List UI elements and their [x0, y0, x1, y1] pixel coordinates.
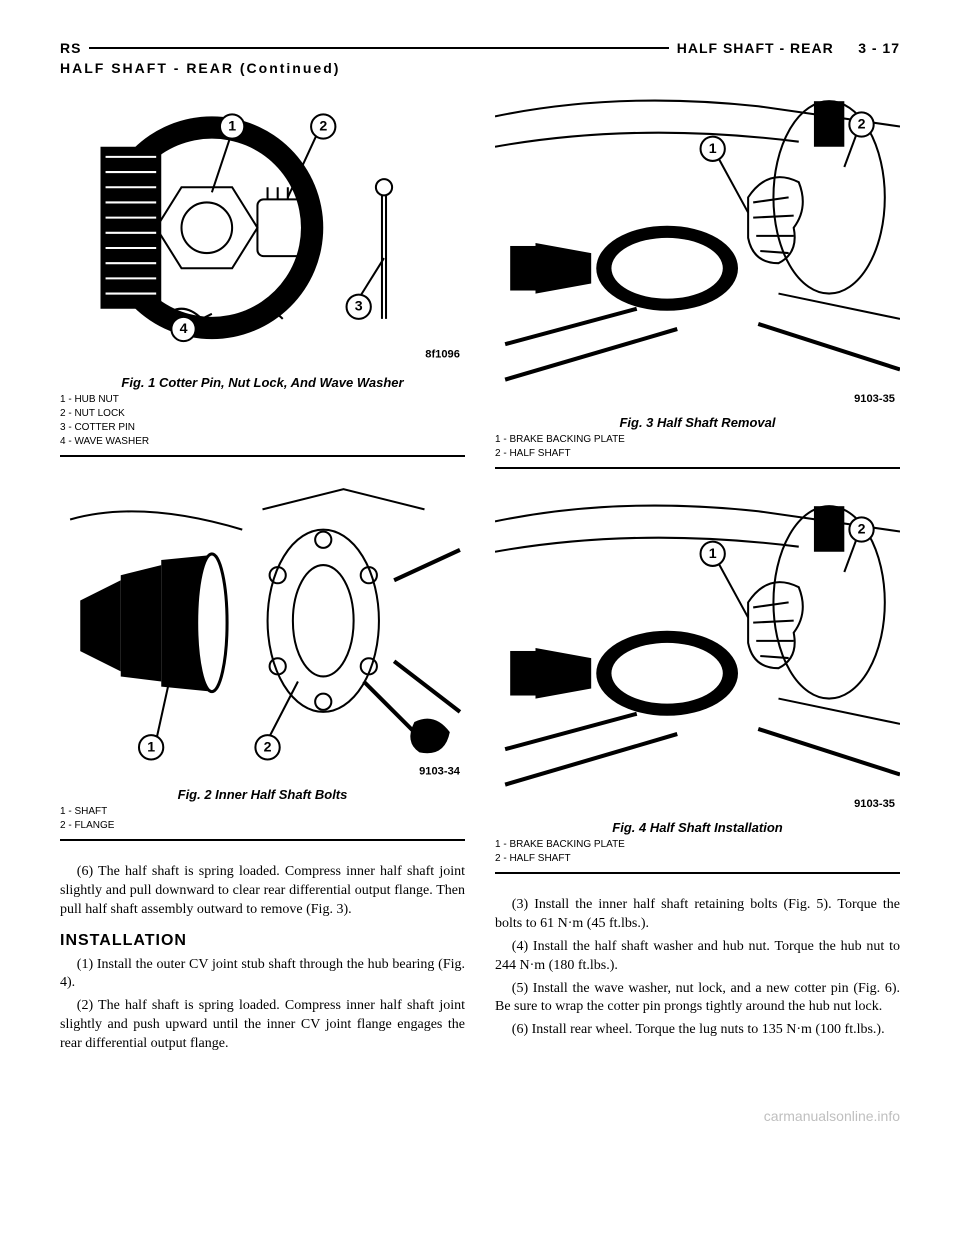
fig1-legend-2: 2 - NUT LOCK [60, 407, 465, 421]
right-p2: (4) Install the half shaft washer and hu… [495, 938, 900, 976]
content-columns: 1 2 3 4 8f1096 Fig. 1 Cotter Pin, Nut Lo… [60, 86, 900, 1058]
fig3-callout-2: 2 [858, 116, 866, 132]
header-section: HALF SHAFT - REAR [677, 40, 834, 56]
fig2-callout-2: 2 [264, 739, 272, 755]
installation-heading: INSTALLATION [60, 930, 465, 952]
continued-heading: HALF SHAFT - REAR (Continued) [60, 60, 900, 76]
fig1-legend-4: 4 - WAVE WASHER [60, 435, 465, 449]
fig4-id: 9103-35 [854, 798, 895, 810]
figure-4: 1 2 9103-35 Fig. 4 Half Shaft Installati… [495, 491, 900, 888]
fig3-id: 9103-35 [854, 393, 895, 405]
header-right: HALF SHAFT - REAR 3 - 17 [677, 40, 900, 56]
fig4-callout-1: 1 [709, 546, 717, 562]
fig2-id: 9103-34 [419, 765, 461, 777]
fig1-caption: Fig. 1 Cotter Pin, Nut Lock, And Wave Wa… [60, 375, 465, 390]
fig1-callout-1: 1 [228, 119, 236, 135]
right-p4: (6) Install rear wheel. Torque the lug n… [495, 1021, 900, 1040]
left-column: 1 2 3 4 8f1096 Fig. 1 Cotter Pin, Nut Lo… [60, 86, 465, 1058]
fig2-caption: Fig. 2 Inner Half Shaft Bolts [60, 787, 465, 802]
fig3-caption: Fig. 3 Half Shaft Removal [495, 415, 900, 430]
figure-2: 1 2 9103-34 Fig. 2 Inner Half Shaft Bolt… [60, 479, 465, 856]
page-header: RS HALF SHAFT - REAR 3 - 17 [60, 40, 900, 56]
right-column: 1 2 9103-35 Fig. 3 Half Shaft Removal 1 … [495, 86, 900, 1058]
fig4-legend-1: 1 - BRAKE BACKING PLATE [495, 838, 900, 852]
left-p2: (1) Install the outer CV joint stub shaf… [60, 956, 465, 994]
fig1-callout-4: 4 [180, 321, 188, 337]
fig2-legend-2: 2 - FLANGE [60, 819, 465, 833]
fig4-rule [495, 872, 900, 874]
fig1-id: 8f1096 [425, 348, 460, 360]
figure-3: 1 2 9103-35 Fig. 3 Half Shaft Removal 1 … [495, 86, 900, 483]
fig2-legend: 1 - SHAFT 2 - FLANGE [60, 805, 465, 833]
fig4-callout-2: 2 [858, 521, 866, 537]
fig1-callout-3: 3 [355, 299, 363, 315]
fig1-legend-1: 1 - HUB NUT [60, 393, 465, 407]
fig1-callout-2: 2 [319, 119, 327, 135]
fig4-legend: 1 - BRAKE BACKING PLATE 2 - HALF SHAFT [495, 838, 900, 866]
header-page-number: 3 - 17 [858, 40, 900, 56]
page: RS HALF SHAFT - REAR 3 - 17 HALF SHAFT -… [0, 0, 960, 1088]
figure-3-svg: 1 2 9103-35 [495, 86, 900, 410]
fig1-rule [60, 455, 465, 457]
fig4-legend-2: 2 - HALF SHAFT [495, 852, 900, 866]
left-p3: (2) The half shaft is spring loaded. Com… [60, 997, 465, 1054]
fig2-legend-1: 1 - SHAFT [60, 805, 465, 819]
header-rule [89, 47, 668, 49]
fig3-legend-1: 1 - BRAKE BACKING PLATE [495, 433, 900, 447]
figure-1-svg: 1 2 3 4 8f1096 [60, 86, 465, 370]
figure-2-svg: 1 2 9103-34 [60, 479, 465, 783]
left-body-text: (6) The half shaft is spring loaded. Com… [60, 863, 465, 1058]
fig3-legend: 1 - BRAKE BACKING PLATE 2 - HALF SHAFT [495, 433, 900, 461]
fig4-caption: Fig. 4 Half Shaft Installation [495, 820, 900, 835]
right-p1: (3) Install the inner half shaft retaini… [495, 896, 900, 934]
fig1-legend: 1 - HUB NUT 2 - NUT LOCK 3 - COTTER PIN … [60, 393, 465, 449]
fig1-legend-3: 3 - COTTER PIN [60, 421, 465, 435]
footer-watermark: carmanualsonline.info [0, 1088, 960, 1134]
header-left: RS [60, 40, 81, 56]
fig3-legend-2: 2 - HALF SHAFT [495, 447, 900, 461]
right-body-text: (3) Install the inner half shaft retaini… [495, 896, 900, 1044]
left-p1: (6) The half shaft is spring loaded. Com… [60, 863, 465, 920]
fig2-callout-1: 1 [147, 739, 155, 755]
fig2-rule [60, 839, 465, 841]
fig3-callout-1: 1 [709, 141, 717, 157]
figure-4-svg: 1 2 9103-35 [495, 491, 900, 815]
figure-1: 1 2 3 4 8f1096 Fig. 1 Cotter Pin, Nut Lo… [60, 86, 465, 471]
right-p3: (5) Install the wave washer, nut lock, a… [495, 980, 900, 1018]
fig3-rule [495, 467, 900, 469]
